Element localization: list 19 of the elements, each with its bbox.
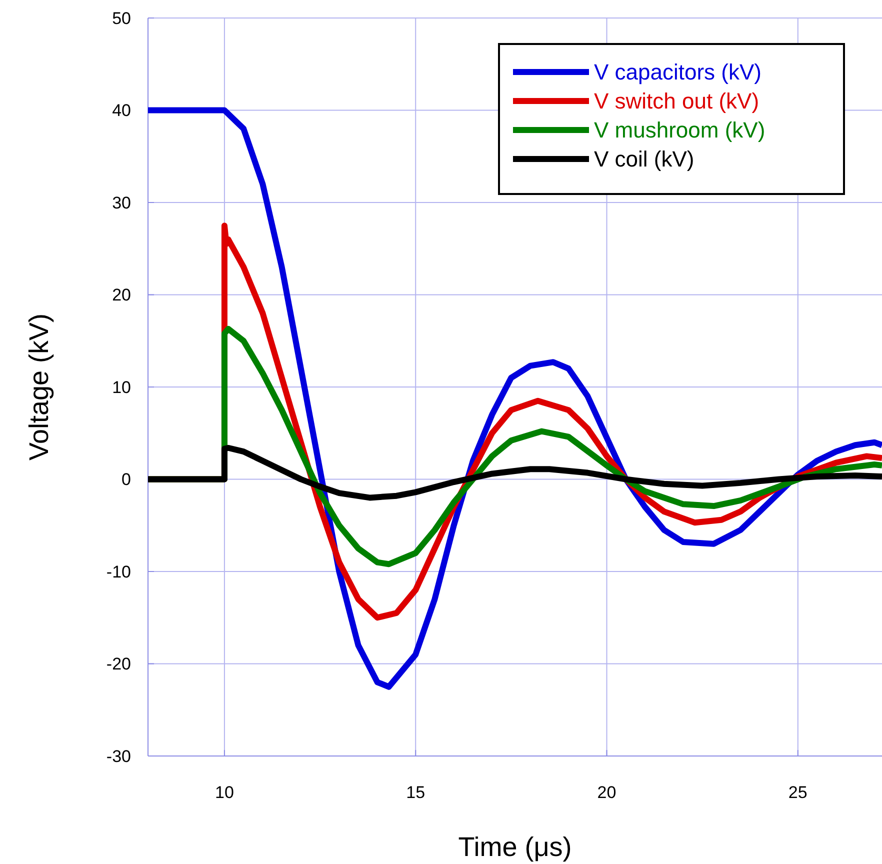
x-axis-title: Time (μs) bbox=[458, 832, 572, 862]
y-tick-label: 40 bbox=[112, 101, 131, 120]
x-tick-label: 15 bbox=[406, 783, 426, 802]
y-axis-title: Voltage (kV) bbox=[24, 313, 54, 461]
x-tick-label: 20 bbox=[597, 783, 616, 802]
legend-label: V capacitors (kV) bbox=[594, 60, 762, 85]
y-tick-label: 0 bbox=[122, 470, 131, 490]
y-tick-label: -10 bbox=[106, 562, 131, 582]
y-tick-label: 30 bbox=[112, 193, 131, 212]
y-tick-label: -20 bbox=[106, 654, 131, 674]
legend-label: V coil (kV) bbox=[594, 146, 694, 172]
y-tick-label: 20 bbox=[112, 286, 131, 305]
x-tick-label: 10 bbox=[214, 783, 234, 802]
legend-label: V switch out (kV) bbox=[594, 88, 760, 114]
y-tick-label: -30 bbox=[106, 746, 131, 766]
x-tick-label: 25 bbox=[788, 783, 808, 802]
y-tick-label: 10 bbox=[112, 378, 131, 397]
y-tick-label: 50 bbox=[112, 8, 131, 28]
legend-label: V mushroom (kV) bbox=[594, 118, 766, 143]
